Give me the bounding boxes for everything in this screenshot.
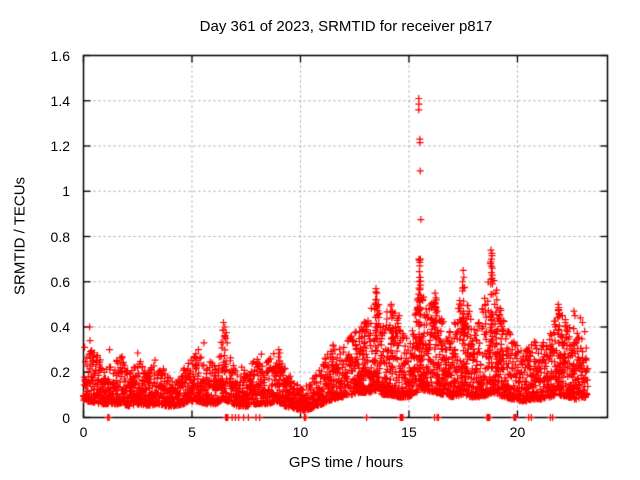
y-tick-label: 0.4 <box>50 319 70 335</box>
y-tick-label: 1 <box>62 183 70 200</box>
x-tick-label: 5 <box>188 424 196 440</box>
y-tick-label: 0.8 <box>50 228 70 245</box>
y-tick-label: 0.6 <box>50 273 70 290</box>
x-tick-label: 15 <box>401 424 417 440</box>
x-tick-label: 20 <box>509 424 526 440</box>
y-tick-label: 1.4 <box>50 92 70 109</box>
y-tick-label: 0 <box>62 409 70 426</box>
x-tick-label: 0 <box>79 424 88 440</box>
y-tick-label: 1.6 <box>50 47 70 64</box>
y-tick-label: 1.2 <box>50 138 70 154</box>
chart-title: Day 361 of 2023, SRMTID for receiver p81… <box>199 18 493 35</box>
y-tick-label: 0.2 <box>50 364 70 381</box>
x-tick-label: 10 <box>292 424 309 440</box>
x-axis-title: GPS time / hours <box>288 454 404 471</box>
